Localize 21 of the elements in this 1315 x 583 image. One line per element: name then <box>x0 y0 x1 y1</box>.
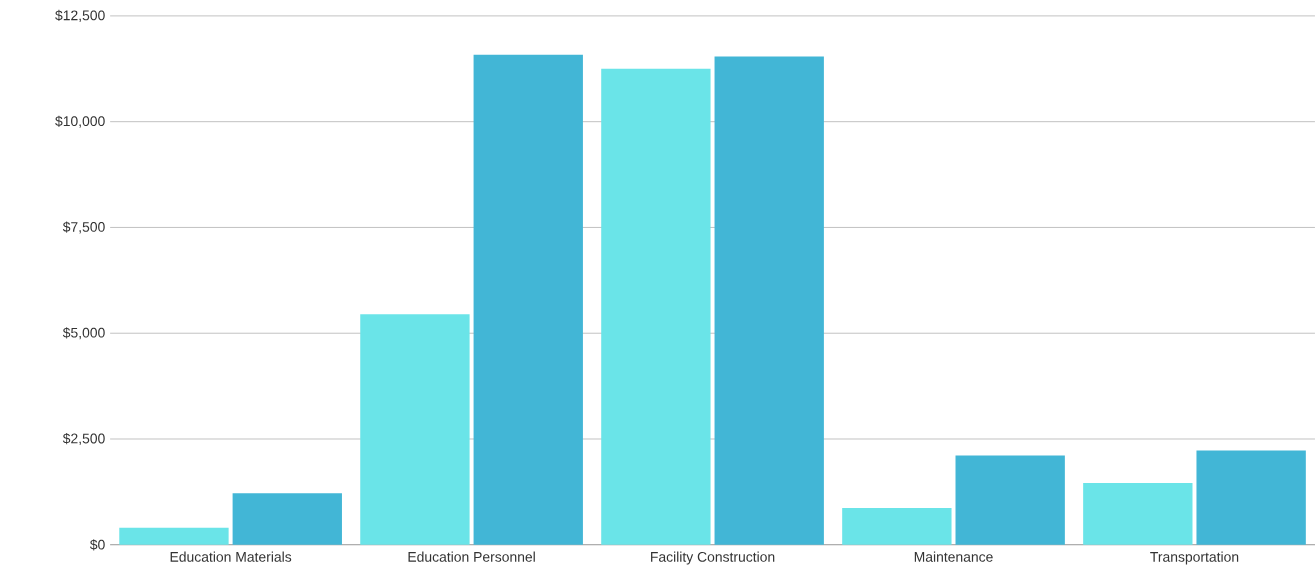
y-tick-label: $10,000 <box>55 115 105 128</box>
x-tick-label: Education Personnel <box>408 551 535 563</box>
x-tick-label: Transportation <box>1150 551 1239 565</box>
bar <box>360 314 470 545</box>
bar <box>473 55 583 545</box>
bar <box>119 528 229 545</box>
y-tick-label: $5,000 <box>62 327 105 340</box>
x-tick-label: Education Materials <box>170 551 292 563</box>
bar <box>232 493 342 545</box>
y-tick-label: $12,500 <box>55 10 105 23</box>
y-tick-label: $0 <box>89 539 105 551</box>
y-tick-label: $2,500 <box>62 433 105 446</box>
bar <box>714 56 824 545</box>
bar <box>601 69 711 545</box>
bar <box>955 455 1065 545</box>
y-tick-label: $7,500 <box>62 221 105 234</box>
x-tick-label: Maintenance <box>914 551 993 563</box>
bar <box>842 508 952 545</box>
x-tick-label: Facility Construction <box>651 551 775 565</box>
bar <box>1196 450 1306 545</box>
bar <box>1083 483 1193 545</box>
